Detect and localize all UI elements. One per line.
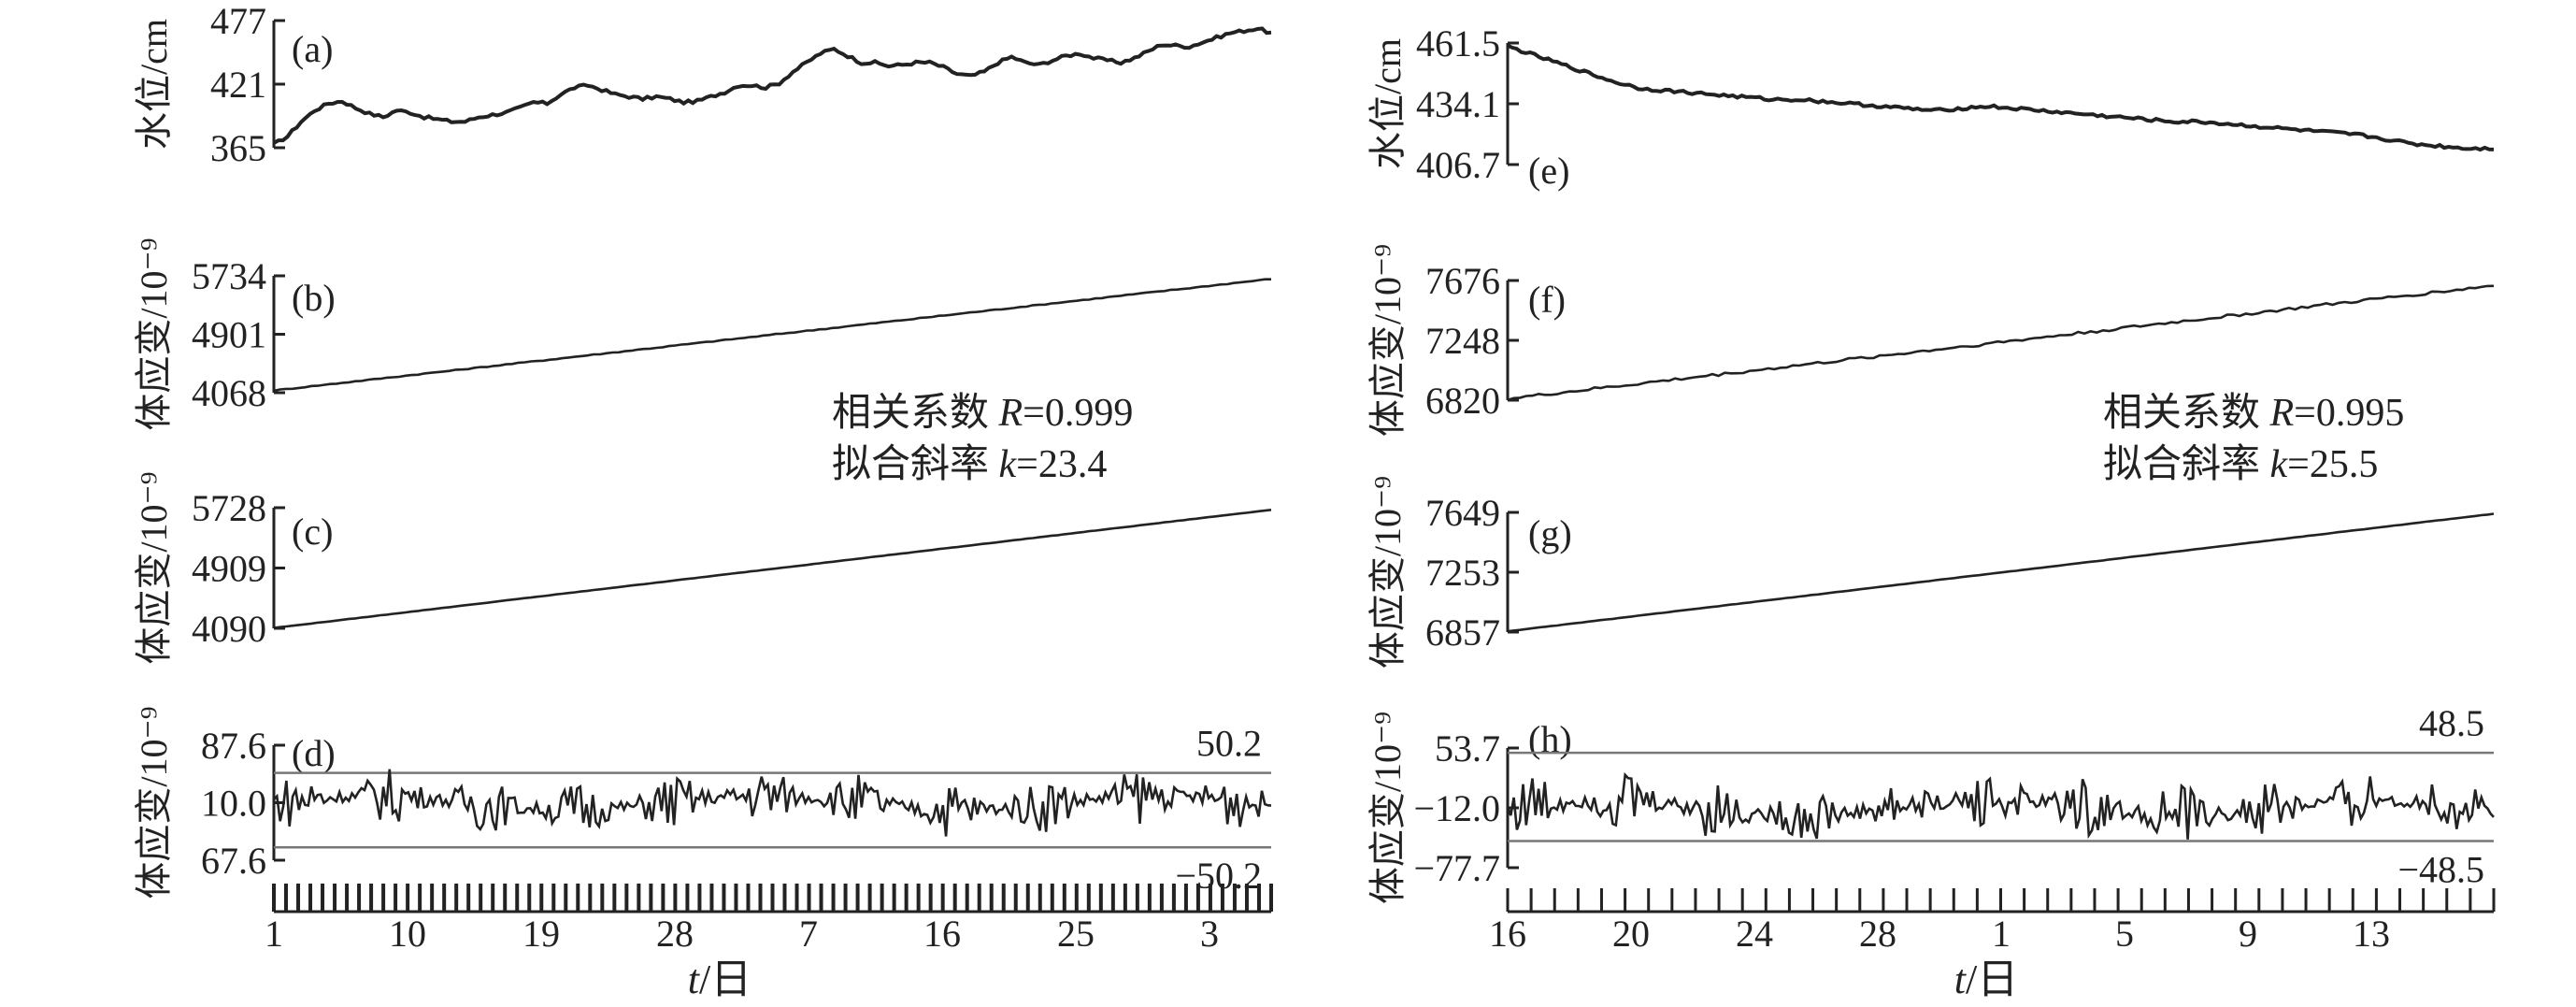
x-tick-label: 28: [656, 913, 694, 955]
y-axis-label: 水位/cm: [133, 19, 175, 150]
x-tick-label: 24: [1736, 913, 1773, 955]
reference-line-label: 50.2: [1196, 723, 1262, 765]
y-tick-label: 5734: [192, 255, 266, 297]
x-tick-label: 1: [1992, 913, 2011, 955]
x-tick-label: 25: [1057, 913, 1095, 955]
y-tick-label: 67.6: [201, 840, 266, 882]
x-axis-label-right: t/日: [1954, 957, 2018, 1002]
reference-line-label: −48.5: [2397, 849, 2484, 891]
y-tick-label: 7248: [1425, 320, 1500, 362]
y-tick-label: 7676: [1425, 260, 1500, 302]
panel-label: (f): [1528, 279, 1566, 321]
panel-label: (a): [292, 28, 333, 70]
y-tick-label: 4901: [192, 314, 266, 356]
x-tick-label: 19: [522, 913, 560, 955]
series-line: [272, 26, 1272, 145]
panel-c: 5728 4909 4090 (c) 体应变/10⁻⁹: [133, 471, 1272, 665]
panel-b: 5734 4901 4068 (b) 体应变/10⁻⁹: [133, 237, 1271, 431]
y-axis-label: 体应变/10⁻⁹: [1367, 476, 1409, 669]
panel-a: 477 421 365 (a) 水位/cm: [133, 0, 1272, 169]
y-axis-label: 体应变/10⁻⁹: [133, 471, 175, 664]
panel-label: (b): [292, 277, 336, 319]
y-tick-label: 434.1: [1416, 83, 1500, 125]
y-tick-label: 6857: [1425, 611, 1500, 654]
y-tick-label: 421: [210, 64, 266, 106]
x-tick-label: 10: [389, 913, 426, 955]
x-tick-label: 16: [923, 913, 961, 955]
y-tick-label: 4909: [192, 548, 266, 590]
x-tick-label: 9: [2239, 913, 2257, 955]
panel-label: (c): [292, 511, 333, 553]
y-tick-label: 87.6: [201, 725, 266, 767]
y-tick-label: 4068: [192, 372, 266, 414]
y-tick-label: 7253: [1425, 552, 1500, 594]
reference-line-label: 48.5: [2419, 702, 2484, 744]
y-axis-label: 体应变/10⁻⁹: [133, 237, 175, 430]
x-tick-label: 28: [1859, 913, 1896, 955]
panels: 477 421 365 (a) 水位/cm 5734 4901 4068 (b) 体应变/10⁻⁹…: [133, 0, 2496, 955]
series-line: [1506, 771, 2495, 840]
y-tick-label: −12.0: [1413, 787, 1500, 829]
y-axis-label: 水位/cm: [1367, 38, 1409, 169]
panel-label: (e): [1528, 150, 1569, 192]
reference-line-label: −50.2: [1175, 855, 1262, 897]
y-tick-label: −77.7: [1413, 847, 1500, 889]
x-tick-label: 7: [799, 913, 818, 955]
stat-corr-left: 相关系数 R=0.999: [832, 392, 1133, 435]
panel-g: 7649 7253 6857 (g) 体应变/10⁻⁹: [1367, 476, 2495, 669]
x-tick-label: 16: [1489, 913, 1526, 955]
y-tick-label: 4090: [192, 608, 266, 650]
y-tick-label: 53.7: [1435, 727, 1500, 770]
stat-slope-left: 拟合斜率 k=23.4: [832, 442, 1107, 486]
y-tick-label: 406.7: [1416, 144, 1500, 186]
x-tick-label: 20: [1612, 913, 1650, 955]
y-tick-label: 6820: [1425, 380, 1500, 422]
y-axis-label: 体应变/10⁻⁹: [1367, 712, 1409, 904]
y-tick-label: 5728: [192, 487, 266, 529]
series-line: [1507, 512, 2495, 633]
x-tick-label: 3: [1200, 913, 1219, 955]
x-tick-label: 13: [2353, 913, 2390, 955]
panel-d: 87.6 10.0 67.6 (d) 体应变/10⁻⁹ 50.2 −50.2 1 10 19 28 7…: [133, 706, 1273, 955]
y-axis-label: 体应变/10⁻⁹: [133, 706, 175, 899]
x-axis-label-left: t/日: [688, 957, 751, 1002]
panel-f: 7676 7248 6820 (f) 体应变/10⁻⁹: [1367, 244, 2495, 437]
x-tick-label: 1: [265, 913, 283, 955]
y-axis-label: 体应变/10⁻⁹: [1367, 244, 1409, 437]
series-line: [273, 278, 1271, 393]
stat-slope-right: 拟合斜率 k=25.5: [2103, 442, 2378, 486]
series-line: [1507, 284, 2495, 402]
y-tick-label: 10.0: [201, 783, 266, 825]
x-tick-label: 5: [2115, 913, 2134, 955]
panel-h: 53.7−12.0−77.7(h)体应变/10⁻⁹ 48.5−48.516 20 24…: [1367, 702, 2496, 955]
panel-e: 461.5 434.1 406.7 (e) 水位/cm: [1367, 22, 2495, 192]
series-line: [273, 769, 1272, 837]
panel-label: (g): [1528, 512, 1572, 554]
series-line: [273, 509, 1272, 629]
series-line: [1507, 43, 2495, 152]
y-tick-label: 461.5: [1416, 22, 1500, 65]
panel-label: (d): [292, 732, 336, 774]
y-tick-label: 7649: [1425, 492, 1500, 534]
y-tick-label: 477: [210, 0, 266, 42]
y-tick-label: 365: [210, 127, 266, 169]
stat-corr-right: 相关系数 R=0.995: [2103, 392, 2404, 435]
